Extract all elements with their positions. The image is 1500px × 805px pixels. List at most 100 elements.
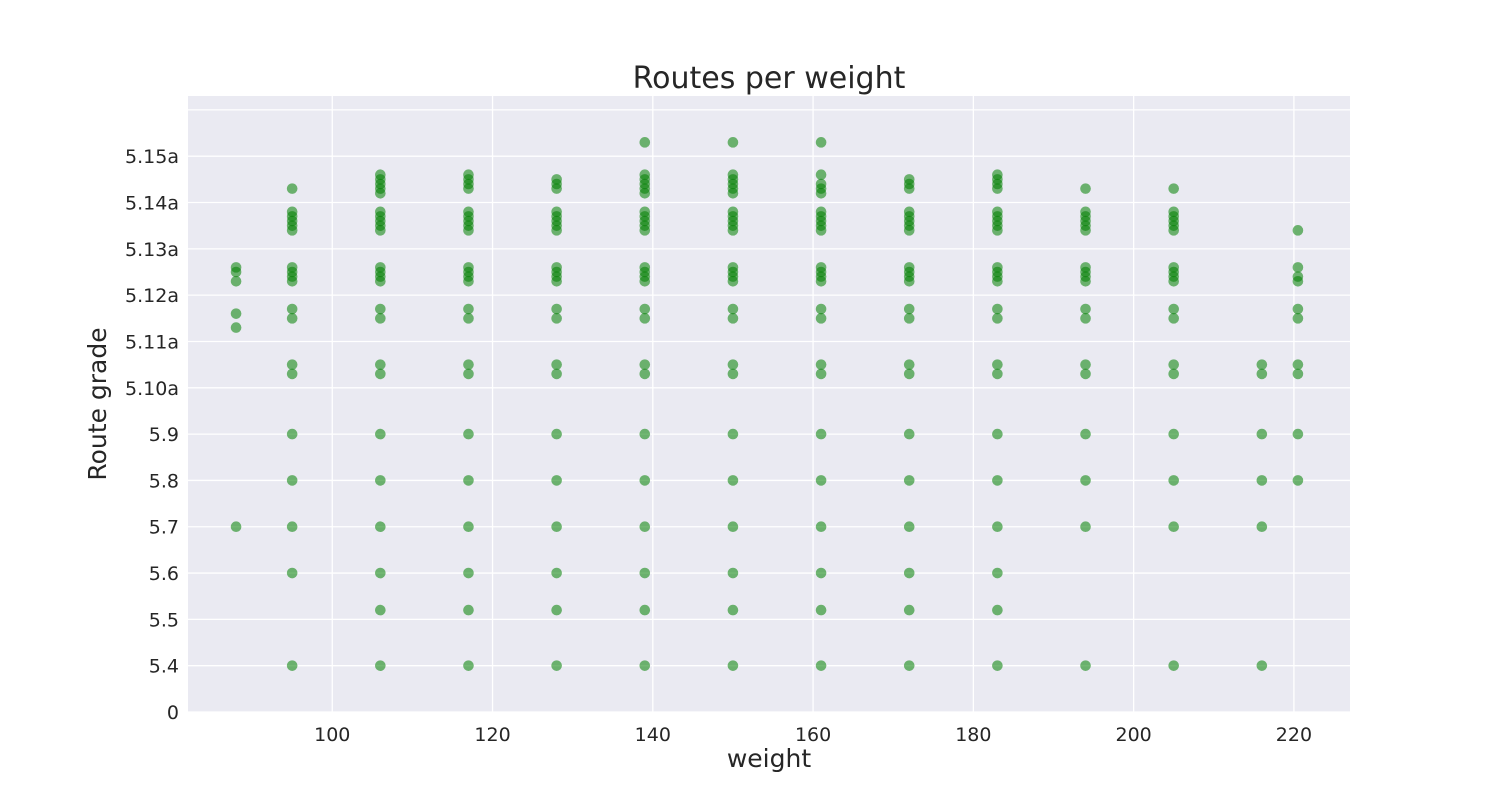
data-point [815,262,827,273]
data-point [815,521,827,533]
data-point [551,567,562,579]
data-point [551,428,562,440]
y-tick-label: 5.15a [125,146,179,168]
data-point [727,206,739,218]
data-point [375,169,386,181]
data-point [286,359,298,370]
data-point [1256,368,1268,380]
data-point [1168,262,1179,273]
data-point [230,308,242,319]
y-tick-label: 5.5 [149,609,179,631]
data-point [230,262,242,273]
data-point [903,206,915,218]
data-point [639,428,651,440]
data-point [1080,206,1091,218]
data-point [815,428,827,440]
data-point [463,359,474,370]
data-points [230,137,1304,671]
data-point [815,303,827,315]
x-tick-label: 200 [1115,724,1151,746]
data-point [1080,475,1091,486]
data-point [1292,262,1304,273]
data-point [1168,475,1179,486]
y-axis-ticks: 0 5.4 5.5 5.6 5.7 5.8 5.9 5.10a 5.11a 5.12a 5.13a 5… [125,146,179,724]
data-point [375,660,386,671]
data-point [1256,660,1268,671]
data-point [1080,183,1091,194]
data-point [463,604,474,616]
data-point [375,206,386,218]
data-point [463,660,474,671]
data-point [727,303,739,315]
y-tick-label: 5.9 [149,424,179,446]
data-point [639,604,651,616]
data-point [815,137,827,148]
chart-title: Routes per weight [633,61,906,96]
data-point [463,567,474,579]
data-point [992,313,1003,324]
x-axis-ticks: 100 120 140 160 180 200 220 [314,724,1312,746]
data-point [903,174,915,185]
data-point [230,521,242,533]
y-tick-label: 0 [167,702,179,724]
data-point [551,359,562,370]
data-point [286,368,298,380]
data-point [992,206,1003,218]
data-point [815,567,827,579]
data-point [903,521,915,533]
data-point [375,521,386,533]
data-point [815,359,827,370]
data-point [1292,368,1304,380]
data-point [815,206,827,218]
data-point [1292,225,1304,236]
data-point [903,359,915,370]
data-point [1168,183,1179,194]
data-point [1080,313,1091,324]
data-point [1168,521,1179,533]
data-point [903,368,915,380]
data-point [463,521,474,533]
data-point [286,303,298,315]
data-point [1292,475,1304,486]
data-point [230,275,242,287]
y-tick-label: 5.10a [125,378,179,400]
data-point [815,475,827,486]
data-point [815,169,827,181]
data-point [1292,313,1304,324]
data-point [463,169,474,181]
data-point [903,303,915,315]
data-point [551,174,562,185]
y-tick-label: 5.14a [125,193,179,215]
data-point [286,313,298,324]
data-point [1080,262,1091,273]
data-point [639,567,651,579]
data-point [992,262,1003,273]
data-point [727,604,739,616]
data-point [286,206,298,218]
data-point [1080,368,1091,380]
data-point [639,206,651,218]
data-point [992,521,1003,533]
data-point [375,567,386,579]
data-point [375,475,386,486]
data-point [286,262,298,273]
x-tick-label: 180 [955,724,991,746]
data-point [551,604,562,616]
data-point [463,428,474,440]
data-point [463,303,474,315]
data-point [992,567,1003,579]
data-point [1168,313,1179,324]
data-point [727,137,739,148]
y-tick-label: 5.6 [149,563,179,585]
data-point [815,604,827,616]
data-point [727,262,739,273]
y-axis-label: Route grade [83,327,112,480]
x-tick-label: 160 [795,724,831,746]
data-point [551,313,562,324]
data-point [903,428,915,440]
y-tick-label: 5.7 [149,517,179,539]
data-point [286,660,298,671]
data-point [727,521,739,533]
